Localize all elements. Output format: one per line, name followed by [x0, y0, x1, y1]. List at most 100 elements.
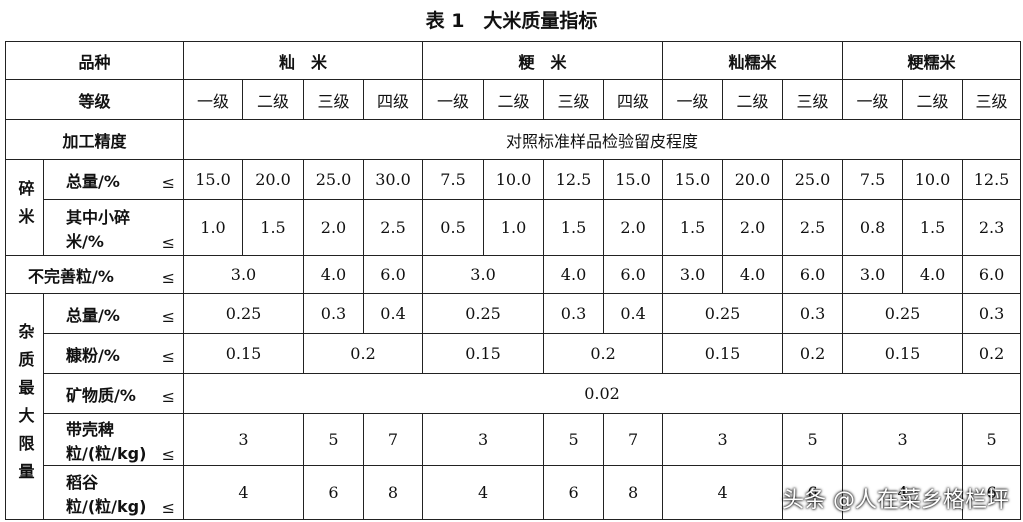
- value-cell: 2.0: [722, 199, 784, 256]
- value-cell: 5: [543, 413, 605, 466]
- row-label: 不完善粒/% ≤: [4, 255, 185, 294]
- data-row: 带壳稗粒/(粒/kg) ≤3 5 7 3 5 7 3 5 3 5: [6, 413, 1022, 466]
- grade-cell: 二级: [722, 79, 784, 120]
- group-label: 碎米: [5, 159, 44, 256]
- data-row: 不完善粒/% ≤3.0 4.0 6.0 3.0 4.0 6.0 3.0 4.0 6.0 3.0 4.0…: [4, 255, 1022, 294]
- value-cell: 6.0: [363, 255, 424, 294]
- value-cell: 0.5: [422, 199, 485, 256]
- label-box: 总量/% ≤: [46, 302, 181, 326]
- value-cell: 4.0: [303, 255, 365, 294]
- value-cell: 1.5: [902, 199, 964, 256]
- value-cell: 6.0: [782, 255, 844, 294]
- value-cell: 0.3: [962, 293, 1022, 334]
- value-cell: 0.2: [962, 333, 1022, 374]
- value-cell: 0.15: [183, 333, 305, 374]
- group-label: 杂质最大限量: [5, 293, 44, 520]
- value-cell: 15.0: [662, 159, 724, 200]
- header-cell: 籼 米: [183, 41, 424, 80]
- value-cell: 6: [782, 465, 844, 520]
- value-cell: 4.0: [722, 255, 784, 294]
- label-text: 糠粉/%: [66, 345, 120, 365]
- variety-row: 品种 籼 米 粳 米 籼糯米 粳糯米: [4, 41, 1022, 80]
- label-box: 其中小碎米/% ≤: [46, 204, 181, 252]
- value-cell: 1.0: [483, 199, 545, 256]
- grade-cell: 三级: [303, 79, 365, 120]
- value-cell: 4: [662, 465, 784, 520]
- value-cell: 2.0: [603, 199, 664, 256]
- value-cell: 6: [962, 465, 1022, 520]
- value-cell: 6: [543, 465, 605, 520]
- value-cell: 0.2: [543, 333, 664, 374]
- value-cell: 0.15: [842, 333, 964, 374]
- data-row: 糠粉/% ≤0.15 0.2 0.15 0.2 0.15 0.2 0.15 0.2: [6, 333, 1022, 374]
- label-sign: ≤: [161, 497, 176, 517]
- label-box: 不完善粒/% ≤: [8, 263, 181, 287]
- value-cell: 1.5: [242, 199, 305, 256]
- header-cell: 粳糯米: [842, 41, 1022, 80]
- value-cell: 7.5: [422, 159, 485, 200]
- label-text: 带壳稗粒/(粒/kg): [66, 419, 147, 463]
- value-cell: 3.0: [662, 255, 724, 294]
- grade-cell: 二级: [902, 79, 964, 120]
- row-label: 加工精度: [4, 119, 185, 160]
- value-cell: 2.5: [782, 199, 844, 256]
- grade-cell: 三级: [543, 79, 605, 120]
- value-cell: 8: [363, 465, 424, 520]
- watermark: 头条 @人在菜乡格栏坪: [782, 488, 1009, 513]
- grade-cell: 三级: [782, 79, 844, 120]
- label-sign: ≤: [161, 346, 176, 366]
- value-cell: 6: [303, 465, 365, 520]
- value-cell: 25.0: [782, 159, 844, 200]
- value-cell: 8: [603, 465, 664, 520]
- label-box: 矿物质/% ≤: [46, 382, 181, 406]
- label-box: 总量/% ≤: [46, 168, 181, 192]
- value-cell: 1.5: [662, 199, 724, 256]
- value-cell: 25.0: [303, 159, 365, 200]
- value-cell: 7.5: [842, 159, 904, 200]
- value-cell: 4: [422, 465, 545, 520]
- header-cell: 品种: [4, 41, 185, 80]
- value-cell: 0.3: [543, 293, 605, 334]
- label-box: 糠粉/% ≤: [46, 342, 181, 366]
- grade-cell: 一级: [422, 79, 485, 120]
- value-cell: 15.0: [603, 159, 664, 200]
- row-label: 矿物质/% ≤: [42, 373, 185, 414]
- value-cell: 12.5: [962, 159, 1022, 200]
- value-cell: 2.0: [303, 199, 365, 256]
- label-sign: ≤: [161, 267, 176, 287]
- data-row: 矿物质/% ≤0.02: [6, 373, 1022, 414]
- grade-cell: 一级: [842, 79, 904, 120]
- value-cell: 2.5: [363, 199, 424, 256]
- value-cell: 3: [662, 413, 784, 466]
- grade-cell: 四级: [603, 79, 664, 120]
- value-cell: 3.0: [183, 255, 305, 294]
- value-cell: 3.0: [422, 255, 545, 294]
- label-sign: ≤: [161, 444, 176, 464]
- label-text: 矿物质/%: [66, 385, 136, 405]
- label-text: 其中小碎米/%: [66, 207, 131, 251]
- value-cell: 3: [842, 413, 964, 466]
- label-sign: ≤: [161, 306, 176, 326]
- value-cell: 5: [962, 413, 1022, 466]
- value-cell: 0.4: [363, 293, 424, 334]
- data-row: 杂质最大限量 总量/% ≤0.25 0.3 0.4 0.25 0.3 0.4 0.25 0.3 0…: [5, 293, 1022, 520]
- value-cell: 6.0: [962, 255, 1022, 294]
- grade-cell: 二级: [483, 79, 545, 120]
- value-cell: 0.25: [422, 293, 545, 334]
- value-cell: 20.0: [722, 159, 784, 200]
- label-box: 稻谷粒/(粒/kg) ≤: [46, 469, 181, 517]
- value-cell: 7: [363, 413, 424, 466]
- value-cell: 6.0: [603, 255, 664, 294]
- grade-cell: 二级: [242, 79, 305, 120]
- row-label: 总量/% ≤: [42, 293, 185, 334]
- value-cell: 4.0: [543, 255, 605, 294]
- value-cell: 0.25: [842, 293, 964, 334]
- grade-cell: 一级: [662, 79, 724, 120]
- value-cell: 0.15: [662, 333, 784, 374]
- grade-cell: 一级: [183, 79, 244, 120]
- value-cell: 0.3: [782, 293, 844, 334]
- value-cell: 2.3: [962, 199, 1022, 256]
- value-cell: 5: [782, 413, 844, 466]
- value-cell: 1.0: [183, 199, 244, 256]
